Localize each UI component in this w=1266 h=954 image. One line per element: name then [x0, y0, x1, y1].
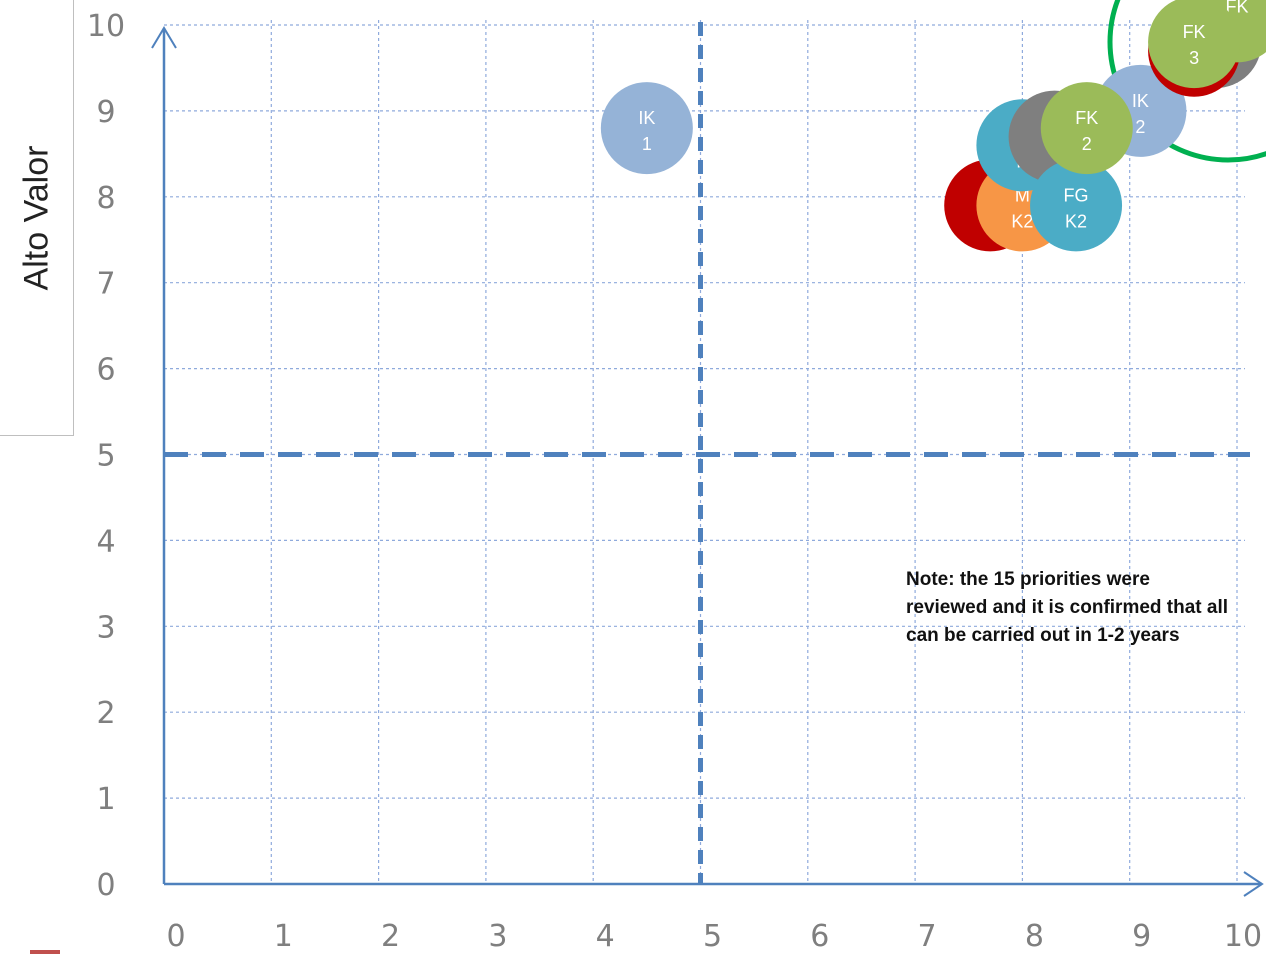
y-axis-arrow [151, 26, 177, 49]
y-tick-label: 8 [96, 181, 115, 216]
bubble [1030, 159, 1123, 252]
y-tick-label: 4 [96, 524, 115, 559]
x-tick-label: 10 [1224, 919, 1262, 954]
x-tick-labels: 0 1 2 3 4 5 6 7 8 9 10 [166, 919, 1262, 954]
x-tick-label: 7 [918, 919, 937, 954]
bubble-label-line2: 2 [1082, 134, 1092, 154]
y-tick-label: 10 [87, 9, 125, 44]
annotation-note: Note: the 15 priorities were reviewed an… [906, 569, 1229, 646]
x-tick-label: 1 [274, 919, 293, 954]
highlight-circle [1107, 0, 1266, 163]
x-tick-label: 3 [488, 919, 507, 954]
x-tick-label: 4 [596, 919, 615, 954]
bubble-label-line1: IK [1132, 91, 1149, 111]
bubble-label-line1: FK [1075, 108, 1098, 128]
data-points: MK2FKFGK2IK2FK2FKFK3IK1 [600, 0, 1266, 252]
bubble-label-line2: 3 [1189, 48, 1199, 68]
bubble [1040, 82, 1133, 175]
y-tick-label: 9 [96, 95, 115, 130]
x-tick-label: 6 [810, 919, 829, 954]
bubble-label-line1: FG [1064, 185, 1089, 205]
axes [151, 26, 1264, 897]
x-tick-label: 5 [703, 919, 722, 954]
bubble [1148, 0, 1241, 89]
bubble-label-line1: FK [1183, 22, 1206, 42]
y-tick-label: 3 [96, 610, 115, 645]
bubble-label-line2: K2 [1011, 211, 1033, 231]
y-tick-label: 7 [96, 267, 115, 302]
data-point: FG K2 [1030, 159, 1123, 252]
y-tick-label: 2 [96, 696, 115, 731]
y-tick-label: 5 [96, 439, 115, 474]
bubble-label-line1: IK [638, 108, 655, 128]
reference-lines [164, 22, 1250, 884]
x-tick-label: 2 [381, 919, 400, 954]
y-axis-label-box: Alto Valor [0, 0, 74, 436]
bubble-label-line2: 2 [1135, 117, 1145, 137]
bubble-label-line2: K2 [1065, 211, 1087, 231]
data-point: FK 2 [1040, 82, 1133, 175]
data-point: FK 3 [1148, 0, 1241, 89]
bubble [600, 82, 693, 175]
x-tick-label: 0 [166, 919, 185, 954]
x-tick-label: 8 [1025, 919, 1044, 954]
bubble-label-line2: 1 [642, 134, 652, 154]
y-tick-label: 1 [96, 782, 115, 817]
y-tick-labels: 0 1 2 3 4 5 6 7 8 9 10 [87, 9, 125, 903]
y-tick-label: 6 [96, 353, 115, 388]
highlight-ring [1107, 0, 1266, 163]
x-axis-arrow [1243, 871, 1264, 897]
y-tick-label: 0 [96, 868, 115, 903]
bubble-label-line1: FK [1225, 0, 1248, 16]
data-point: IK 1 [600, 82, 693, 175]
corner-mark [30, 950, 60, 954]
x-tick-label: 9 [1132, 919, 1151, 954]
